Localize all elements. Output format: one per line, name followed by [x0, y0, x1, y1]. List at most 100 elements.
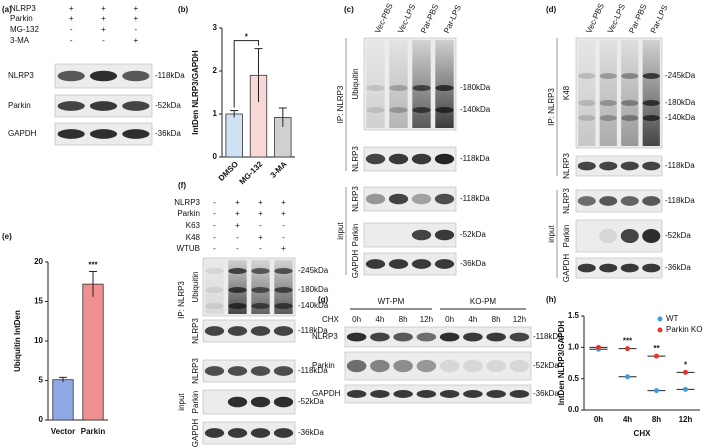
- band: [366, 85, 385, 91]
- lane-label: Vec-PBS: [373, 2, 395, 35]
- size-label: -52kDa: [533, 361, 559, 370]
- band: [411, 193, 432, 205]
- band: [370, 359, 390, 373]
- group-label: KO-PM: [470, 297, 497, 306]
- band: [365, 193, 386, 205]
- condition-sign: -: [70, 25, 73, 34]
- band: [389, 85, 408, 91]
- band: [388, 259, 409, 269]
- size-label: -180kDa: [665, 98, 696, 107]
- band: [599, 161, 618, 171]
- legend-label: Parkin KO: [666, 325, 702, 334]
- band: [577, 196, 596, 206]
- band: [620, 263, 639, 273]
- panel-label: (h): [546, 295, 557, 304]
- blot-label: Ubiquitin: [351, 68, 360, 99]
- band: [274, 287, 293, 293]
- size-label: -118kDa: [665, 196, 695, 205]
- band: [122, 129, 150, 139]
- band: [577, 263, 596, 273]
- time-label: 0h: [352, 315, 361, 324]
- significance: ***: [623, 337, 633, 346]
- band: [599, 196, 618, 206]
- y-tick-label: 2: [213, 66, 218, 75]
- band: [250, 396, 271, 408]
- legend-marker: [657, 327, 663, 333]
- band: [346, 332, 367, 342]
- y-tick-label: 10: [34, 336, 43, 345]
- size-label: -118kDa: [298, 326, 328, 335]
- band: [346, 359, 367, 373]
- condition-sign: -: [213, 221, 216, 230]
- condition-sign: -: [213, 233, 216, 242]
- size-label: -52kDa: [298, 397, 324, 406]
- size-label: -118kDa: [155, 71, 185, 80]
- size-label: -140kDa: [460, 105, 491, 114]
- size-label: -180kDa: [460, 83, 491, 92]
- time-label: 4h: [375, 315, 384, 324]
- band: [411, 153, 432, 165]
- band: [439, 332, 460, 342]
- band: [251, 303, 270, 309]
- band: [370, 332, 390, 342]
- group-label: IP: NLRP3: [547, 88, 556, 126]
- size-label: -36kDa: [460, 259, 486, 268]
- lane-label: Par-LPS: [442, 4, 463, 35]
- blot-label: GAPDH: [351, 250, 360, 279]
- condition-sign: -: [213, 244, 216, 253]
- blot-label: GAPDH: [312, 389, 341, 398]
- panel-label: (g): [318, 295, 329, 304]
- size-label: -180kDa: [298, 285, 329, 294]
- smear: [621, 40, 639, 146]
- band: [509, 390, 530, 398]
- condition-label: NLRP3: [10, 4, 36, 13]
- time-label: 4h: [468, 315, 477, 324]
- condition-sign: -: [236, 244, 239, 253]
- y-tick-label: 3: [213, 23, 218, 32]
- size-label: -36kDa: [533, 389, 559, 398]
- band: [411, 259, 432, 269]
- condition-sign: -: [282, 233, 285, 242]
- lane-label: Vec-PBS: [584, 2, 606, 35]
- band: [578, 73, 596, 79]
- condition-sign: +: [101, 14, 106, 23]
- blot-label: GAPDH: [8, 129, 37, 138]
- lane-label: Par-PBS: [419, 3, 440, 35]
- condition-sign: +: [258, 233, 263, 242]
- band: [122, 101, 150, 111]
- y-tick-label: 0: [39, 415, 44, 424]
- condition-sign: +: [69, 4, 74, 13]
- band: [57, 129, 85, 139]
- band: [620, 196, 639, 206]
- sig-bracket: [233, 40, 259, 108]
- band: [577, 161, 596, 171]
- lane-label: Par-LPS: [649, 4, 670, 35]
- group-label: WT-PM: [378, 297, 405, 306]
- band: [389, 107, 408, 113]
- condition-sign: -: [213, 198, 216, 207]
- significance: ***: [88, 261, 98, 270]
- lane-label: Vec-LPS: [396, 3, 417, 35]
- band: [434, 153, 455, 165]
- band: [642, 100, 660, 106]
- condition-sign: +: [133, 14, 138, 23]
- condition-label: K63: [186, 221, 201, 230]
- band: [365, 259, 386, 269]
- band: [250, 326, 271, 336]
- y-tick-label: 1.5: [568, 311, 580, 320]
- band: [205, 287, 224, 293]
- band: [273, 396, 294, 408]
- band: [486, 390, 506, 398]
- band: [273, 326, 294, 336]
- band: [434, 259, 455, 269]
- size-label: -52kDa: [665, 231, 691, 240]
- band: [416, 390, 437, 398]
- band: [642, 228, 661, 244]
- band: [366, 107, 385, 113]
- panel-label: (e): [2, 232, 12, 241]
- band: [620, 161, 639, 171]
- band: [228, 287, 247, 293]
- y-axis-label: IntDen NLRP3/GAPDH: [191, 50, 200, 135]
- condition-label: MG-132: [10, 25, 39, 34]
- band: [89, 101, 118, 111]
